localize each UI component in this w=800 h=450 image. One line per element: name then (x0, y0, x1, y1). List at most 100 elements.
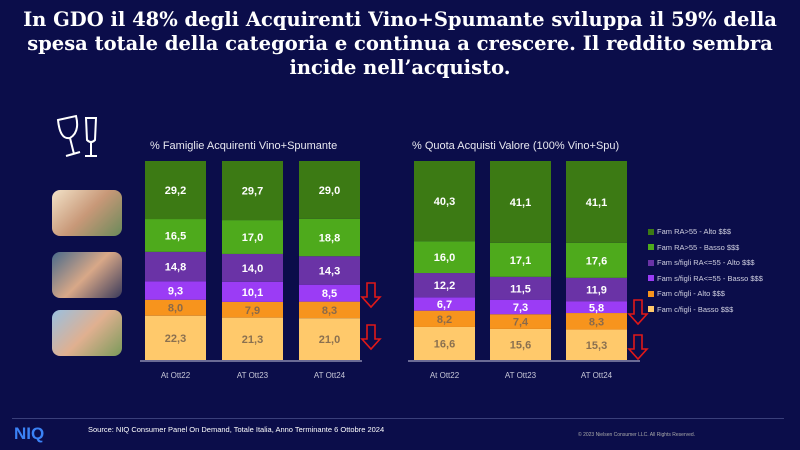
niq-logo: NIQ (14, 424, 45, 443)
x-tick-label: AT Ott23 (237, 371, 269, 380)
data-label: 5,8 (589, 302, 604, 314)
data-label: 29,2 (165, 185, 186, 197)
legend-label: Fam RA>55 - Basso $$$ (657, 242, 740, 252)
source-note: Source: NIQ Consumer Panel On Demand, To… (88, 425, 385, 434)
legend: Fam RA>55 - Alto $$$ Fam RA>55 - Basso $$… (648, 224, 763, 317)
x-tick-label: AT Ott23 (505, 371, 537, 380)
data-label: 40,3 (434, 196, 455, 208)
bar-segment (566, 161, 627, 243)
data-label: 21,3 (242, 334, 263, 346)
data-label: 14,0 (242, 263, 263, 275)
chart-title-right: % Quota Acquisti Valore (100% Vino+Spu) (412, 140, 620, 152)
data-label: 16,0 (434, 252, 455, 264)
data-label: 41,1 (586, 197, 607, 209)
data-label: 17,0 (242, 232, 263, 244)
bar-segment (414, 273, 475, 298)
bar-segment (299, 256, 360, 285)
data-label: 14,3 (319, 265, 340, 277)
data-label: 8,2 (437, 314, 452, 326)
x-tick-label: AT Ott24 (581, 371, 613, 380)
data-label: 21,0 (319, 334, 340, 346)
data-label: 29,7 (242, 186, 263, 198)
data-label: 10,1 (242, 287, 263, 299)
x-tick-label: AT Ott24 (314, 371, 346, 380)
copyright: © 2023 Nielsen Consumer LLC. All Rights … (578, 432, 696, 438)
bar-segment (145, 161, 206, 220)
wine-glasses-icon (56, 114, 98, 157)
data-label: 16,5 (165, 230, 186, 242)
data-label: 29,0 (319, 185, 340, 197)
legend-item: Fam c/figli - Alto $$$ (648, 286, 763, 302)
bar-segment (490, 242, 551, 277)
bar-segment (299, 318, 360, 360)
legend-swatch (648, 244, 654, 251)
down-arrow-icon (627, 334, 649, 361)
bar-segment (414, 310, 475, 327)
data-label: 15,3 (586, 340, 607, 352)
data-label: 11,9 (586, 285, 607, 297)
senior-couple-photo (52, 190, 122, 236)
footer-divider (12, 418, 784, 419)
chart-title-left: % Famiglie Acquirenti Vino+Spumante (150, 140, 338, 152)
bar-segment (222, 317, 283, 360)
bar-segment (222, 220, 283, 254)
data-label: 7,9 (245, 305, 260, 317)
bar-segment (566, 242, 627, 278)
data-label: 8,3 (589, 316, 604, 328)
down-arrow-icon (627, 299, 649, 326)
data-label: 14,8 (165, 262, 186, 274)
bar-segment (566, 313, 627, 330)
data-label: 18,8 (319, 232, 340, 244)
bar-segment (566, 277, 627, 302)
bar-segment (222, 301, 283, 318)
bar-segment (299, 284, 360, 302)
down-arrow-icon (360, 324, 382, 351)
bar-segment (145, 299, 206, 316)
x-tick-label: At Ott22 (430, 371, 460, 380)
bar-segment (145, 315, 206, 360)
legend-label: Fam RA>55 - Alto $$$ (657, 227, 731, 237)
legend-swatch (648, 290, 654, 297)
bar-segment (145, 281, 206, 300)
bar-segment (299, 218, 360, 257)
bar-segment (490, 161, 551, 243)
bar-segment (299, 161, 360, 219)
legend-item: Fam RA>55 - Basso $$$ (648, 240, 763, 256)
bar-segment (566, 329, 627, 360)
data-label: 9,3 (168, 286, 183, 298)
bar-segment (414, 161, 475, 242)
bar-segment (145, 219, 206, 252)
x-tick-label: At Ott22 (161, 371, 191, 380)
bar-segment (222, 253, 283, 282)
legend-item: Fam s/figli RA<=55 - Alto $$$ (648, 255, 763, 271)
data-label: 17,6 (586, 255, 607, 267)
legend-label: Fam s/figli RA<=55 - Alto $$$ (657, 258, 755, 268)
data-label: 15,6 (510, 339, 531, 351)
bar-segment (414, 241, 475, 274)
data-label: 17,1 (510, 255, 531, 267)
couple-photo (52, 252, 122, 298)
data-label: 7,3 (513, 302, 528, 314)
bar-segment (145, 251, 206, 282)
bar-segment (299, 301, 360, 319)
legend-swatch (648, 306, 654, 313)
down-arrow-icon (360, 282, 382, 309)
bar-segment (222, 161, 283, 221)
bar-segment (414, 326, 475, 360)
data-label: 41,1 (510, 197, 531, 209)
legend-swatch (648, 259, 654, 266)
legend-label: Fam s/figli RA<=55 - Basso $$$ (657, 273, 763, 283)
data-label: 7,4 (513, 317, 529, 329)
data-label: 11,5 (510, 283, 531, 295)
legend-item: Fam s/figli RA<=55 - Basso $$$ (648, 271, 763, 287)
data-label: 22,3 (165, 333, 186, 345)
legend-label: Fam c/figli - Alto $$$ (657, 289, 725, 299)
data-label: 16,6 (434, 338, 455, 350)
slide-title: In GDO il 48% degli Acquirenti Vino+Spum… (23, 8, 777, 79)
data-label: 8,0 (168, 303, 183, 315)
legend-item: Fam RA>55 - Alto $$$ (648, 224, 763, 240)
legend-item: Fam c/figli - Basso $$$ (648, 302, 763, 318)
family-photo (52, 310, 122, 356)
